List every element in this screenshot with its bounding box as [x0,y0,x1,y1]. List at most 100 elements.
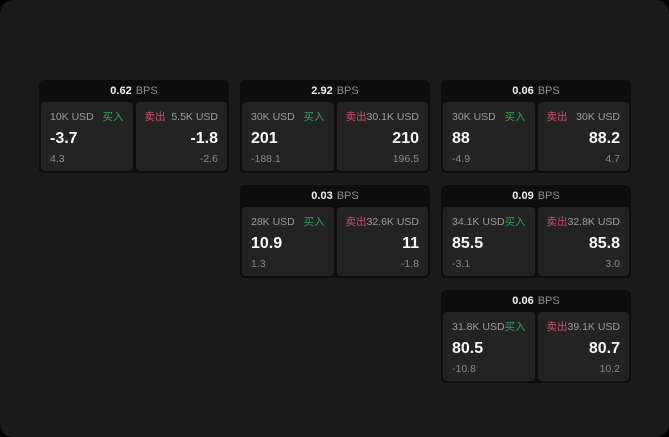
quote-card-body: 30K USD 买入 201 -188.1 卖出 30.1K USD 210 1… [240,102,430,173]
quote-card: 0.62 BPS 10K USD 买入 -3.7 4.3 卖出 5.5K USD [39,80,229,173]
sell-side-label: 卖出 [546,321,568,333]
buy-panel-top: 30K USD 买入 [452,109,526,124]
buy-price: 80.5 [452,339,484,357]
buy-side-label: 买入 [303,216,325,228]
quote-card-grid: 0.62 BPS 10K USD 买入 -3.7 4.3 卖出 5.5K USD [39,80,631,383]
bps-header: 0.09 BPS [441,185,631,207]
quote-card: 2.92 BPS 30K USD 买入 201 -188.1 卖出 30.1K … [240,80,430,173]
bps-value: 2.92 [311,85,333,97]
sell-side-label: 卖出 [546,111,568,123]
sell-panel[interactable]: 卖出 30.1K USD 210 196.5 [336,102,428,171]
bps-value: 0.06 [512,85,534,97]
buy-sub-value: -188.1 [251,153,281,165]
buy-price: 10.9 [251,234,283,252]
buy-amount: 10K USD [50,110,94,123]
quote-card: 0.06 BPS 31.8K USD 买入 80.5 -10.8 卖出 39.1… [441,290,631,383]
sell-amount: 30K USD [576,110,620,123]
buy-panel[interactable]: 30K USD 买入 88 -4.9 [443,102,535,171]
bps-value: 0.03 [311,190,333,202]
sell-side-label: 卖出 [345,216,367,228]
sell-panel[interactable]: 卖出 32.8K USD 85.8 3.0 [537,207,629,276]
buy-panel[interactable]: 30K USD 买入 201 -188.1 [242,102,334,171]
buy-amount: 34.1K USD [452,215,505,228]
buy-amount: 30K USD [452,110,496,123]
buy-amount: 28K USD [251,215,295,228]
quote-card-body: 34.1K USD 买入 85.5 -3.1 卖出 32.8K USD 85.8… [441,207,631,278]
sell-side-label: 卖出 [345,111,367,123]
bps-value: 0.09 [512,190,534,202]
sell-amount: 32.6K USD [366,215,420,228]
sell-panel[interactable]: 卖出 32.6K USD 11 -1.8 [336,207,428,276]
buy-panel-top: 30K USD 买入 [251,109,325,124]
sell-sub-value: 10.2 [599,363,620,375]
buy-sub-value: -10.8 [452,363,476,375]
sell-sub-value: -1.8 [400,258,419,270]
sell-sub-value: 4.7 [605,153,620,165]
buy-sub-value: 4.3 [50,153,65,165]
buy-price: 201 [251,129,278,147]
buy-price: 88 [452,129,470,147]
sell-amount: 30.1K USD [366,110,420,123]
buy-panel-top: 31.8K USD 买入 [452,319,526,334]
sell-price: 80.7 [588,339,620,357]
sell-price: 11 [402,234,419,252]
sell-price: 85.8 [588,234,620,252]
sell-panel[interactable]: 卖出 30K USD 88.2 4.7 [537,102,629,171]
quote-card-body: 30K USD 买入 88 -4.9 卖出 30K USD 88.2 4.7 [441,102,631,173]
buy-panel[interactable]: 28K USD 买入 10.9 1.3 [242,207,334,276]
sell-amount: 32.8K USD [567,215,621,228]
buy-panel-top: 10K USD 买入 [50,109,124,124]
sell-panel-top: 卖出 30.1K USD [346,109,420,124]
sell-side-label: 卖出 [546,216,568,228]
sell-price: 88.2 [588,129,620,147]
buy-amount: 31.8K USD [452,320,505,333]
bps-unit-label: BPS [336,190,359,202]
bps-header: 0.06 BPS [441,80,631,102]
quote-card: 0.09 BPS 34.1K USD 买入 85.5 -3.1 卖出 32.8K… [441,185,631,278]
buy-sub-value: 1.3 [251,258,266,270]
sell-sub-value: 196.5 [392,153,419,165]
buy-side-label: 买入 [504,321,526,333]
buy-sub-value: -3.1 [452,258,471,270]
sell-sub-value: 3.0 [605,258,620,270]
quote-card-body: 10K USD 买入 -3.7 4.3 卖出 5.5K USD -1.8 -2.… [39,102,229,173]
sell-panel[interactable]: 卖出 5.5K USD -1.8 -2.6 [135,102,227,171]
bps-unit-label: BPS [537,295,560,307]
buy-price: 85.5 [452,234,484,252]
sell-amount: 5.5K USD [171,110,218,123]
buy-price: -3.7 [50,129,78,147]
bps-header: 0.06 BPS [441,290,631,312]
sell-sub-value: -2.6 [199,153,218,165]
bps-header: 2.92 BPS [240,80,430,102]
bps-header: 0.03 BPS [240,185,430,207]
quote-card-body: 28K USD 买入 10.9 1.3 卖出 32.6K USD 11 -1.8 [240,207,430,278]
bps-unit-label: BPS [336,85,359,97]
sell-amount: 39.1K USD [567,320,621,333]
buy-panel[interactable]: 34.1K USD 买入 85.5 -3.1 [443,207,535,276]
bps-unit-label: BPS [537,85,560,97]
buy-amount: 30K USD [251,110,295,123]
buy-side-label: 买入 [102,111,124,123]
buy-panel[interactable]: 31.8K USD 买入 80.5 -10.8 [443,312,535,381]
bps-value: 0.06 [512,295,534,307]
buy-side-label: 买入 [303,111,325,123]
sell-price: 210 [392,129,419,147]
sell-panel-top: 卖出 39.1K USD [547,319,621,334]
sell-side-label: 卖出 [144,111,166,123]
quote-card: 0.06 BPS 30K USD 买入 88 -4.9 卖出 30K USD [441,80,631,173]
buy-sub-value: -4.9 [452,153,471,165]
sell-panel[interactable]: 卖出 39.1K USD 80.7 10.2 [537,312,629,381]
sell-panel-top: 卖出 32.6K USD [346,214,420,229]
sell-panel-top: 卖出 5.5K USD [145,109,219,124]
bps-value: 0.62 [110,85,132,97]
buy-side-label: 买入 [504,111,526,123]
buy-panel-top: 34.1K USD 买入 [452,214,526,229]
sell-price: -1.8 [190,129,218,147]
sell-panel-top: 卖出 32.8K USD [547,214,621,229]
quote-card-body: 31.8K USD 买入 80.5 -10.8 卖出 39.1K USD 80.… [441,312,631,383]
buy-panel[interactable]: 10K USD 买入 -3.7 4.3 [41,102,133,171]
sell-panel-top: 卖出 30K USD [547,109,621,124]
bps-unit-label: BPS [537,190,560,202]
bps-unit-label: BPS [135,85,158,97]
